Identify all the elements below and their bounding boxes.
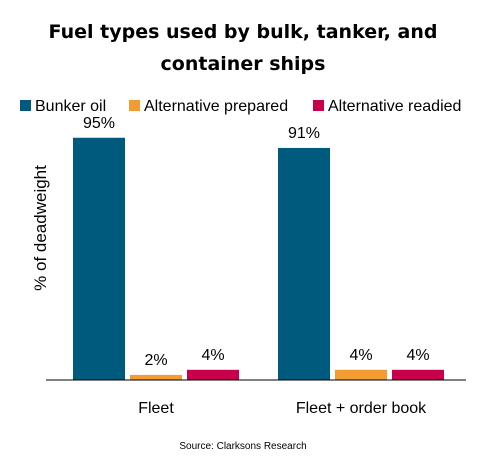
bar-1-2 — [278, 147, 330, 380]
legend-label-1: Bunker oil — [35, 98, 106, 115]
legend-swatch-3 — [313, 100, 324, 111]
bar-1-1 — [73, 137, 125, 380]
data-label-2-1: 2% — [144, 352, 167, 369]
legend-label-2: Alternative prepared — [144, 98, 288, 115]
legend-swatch-1 — [20, 100, 31, 111]
legend-swatch-2 — [129, 100, 140, 111]
bar-3-1 — [187, 369, 239, 380]
bar-3-2 — [392, 369, 444, 380]
category-label-1: Fleet — [138, 400, 174, 417]
data-label-3-1: 4% — [201, 347, 224, 364]
legend-label-3: Alternative readied — [328, 98, 461, 115]
data-label-2-2: 4% — [349, 347, 372, 364]
data-label-1-1: 95% — [83, 115, 115, 132]
chart-title-line2: container ships — [161, 53, 326, 75]
data-label-1-2: 91% — [288, 125, 320, 142]
category-label-2: Fleet + order book — [296, 400, 427, 417]
plot-area: 95% 2% 4% Fleet 91% 4% 4% Fleet + order book — [73, 115, 444, 417]
bar-2-1 — [130, 374, 182, 380]
y-axis-title: % of deadweight — [31, 165, 50, 291]
source-note: Source: Clarksons Research — [179, 441, 306, 452]
chart-title-line1: Fuel types used by bulk, tanker, and — [49, 21, 438, 43]
data-label-3-2: 4% — [406, 347, 429, 364]
legend: Bunker oil Alternative prepared Alternativ… — [20, 98, 461, 115]
bar-2-2 — [335, 369, 387, 380]
